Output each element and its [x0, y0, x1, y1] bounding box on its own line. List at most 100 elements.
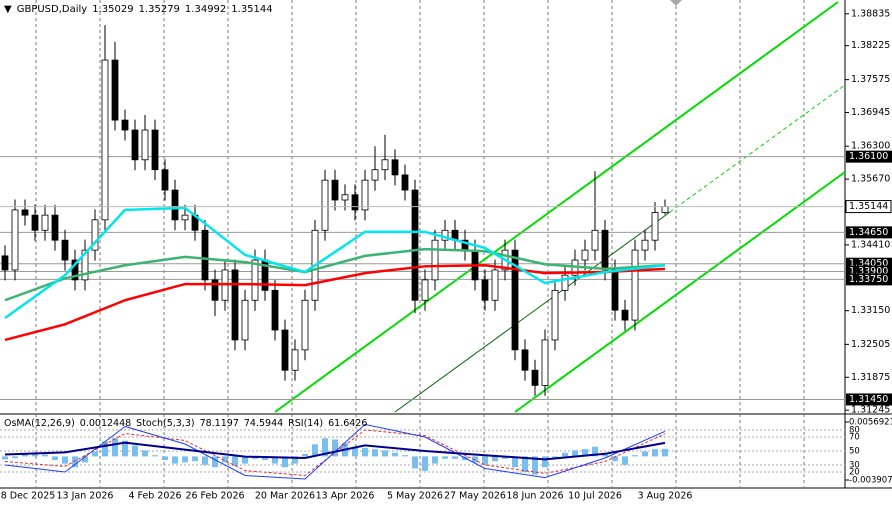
candle-body [171, 189, 179, 221]
level-label-bg [846, 226, 892, 239]
osma-bar [372, 449, 378, 457]
candle-body [241, 299, 249, 341]
candle-body [511, 249, 519, 351]
osma-bar [62, 456, 68, 464]
candle-body [1, 255, 9, 271]
osc-tick-label: 30 [849, 461, 860, 471]
osma-bar [162, 456, 168, 461]
candle-body [31, 214, 39, 231]
candle-body [541, 339, 549, 386]
candle-body [11, 209, 19, 271]
candle-body [391, 159, 399, 176]
osma-bar [442, 456, 448, 459]
osma-bar [492, 456, 498, 462]
y-tick-label: 1.38835 [851, 8, 890, 19]
stoch-name: Stoch(5,3,3) [136, 418, 195, 429]
osma-bar [122, 440, 128, 457]
candle-body [431, 239, 439, 281]
candle-body [201, 229, 209, 281]
level-label: 1.33750 [849, 274, 888, 285]
y-tick-label: 1.34410 [851, 239, 890, 250]
osma-bar [572, 450, 578, 457]
moving-average [4, 247, 666, 302]
osma-bar [432, 456, 438, 464]
osc-tick-label: 70 [849, 433, 860, 443]
last-open: 1.35029 [92, 4, 134, 15]
osma-bar [42, 454, 48, 457]
osma-bar [512, 456, 518, 468]
level-label: 1.36100 [849, 151, 888, 162]
channel-middle [394, 211, 671, 413]
level-label: 1.34650 [849, 227, 888, 238]
channel-lower [514, 171, 846, 413]
candle-body [641, 239, 649, 251]
osma-bar [132, 445, 138, 457]
chart-title: GBPUSD,Daily [16, 4, 88, 15]
osma-bar [312, 444, 318, 457]
osma-bar [482, 456, 488, 465]
osma-bar [362, 447, 368, 457]
candle-body [341, 194, 349, 201]
osma-bar [582, 449, 588, 457]
candle-body [411, 189, 419, 301]
candle-body [381, 159, 389, 171]
osma-bar [102, 441, 108, 457]
osma-bar [392, 452, 398, 457]
osma-bar [112, 438, 118, 457]
stoch-main-value: 78.1197 [199, 418, 239, 429]
x-tick-label: 20 Mar 2026 [255, 491, 315, 502]
candle-body [71, 259, 79, 281]
level-label: 1.33900 [849, 266, 888, 277]
osma-bar [412, 456, 418, 469]
candle-body [211, 279, 219, 301]
osma-tick-label: 0.0056921 [849, 418, 892, 428]
osma-bar [622, 456, 628, 465]
osma-bar [282, 456, 288, 468]
shift-marker [670, 0, 682, 6]
osma-bar [662, 448, 668, 457]
osma-bar [142, 450, 148, 457]
candle-body [621, 309, 629, 321]
candle-body [131, 129, 139, 161]
candle-body [421, 279, 429, 301]
x-tick-label: 27 May 2026 [444, 491, 506, 502]
osma-bar [652, 449, 658, 457]
candle-body [651, 212, 659, 241]
osma-bar [302, 453, 308, 457]
candle-body [521, 349, 529, 371]
osma-name: OsMA(12,26,9) [4, 418, 75, 429]
osma-bar [542, 456, 548, 468]
osma-bar [82, 456, 88, 463]
candle-body [361, 179, 369, 211]
moving-average [4, 264, 666, 342]
candle-body [611, 269, 619, 311]
candle-body [631, 249, 639, 321]
y-tick-label: 1.31245 [851, 405, 890, 416]
osma-bar [242, 456, 248, 464]
x-tick-label: 13 Apr 2026 [316, 491, 375, 502]
osma-bar [422, 456, 428, 471]
osma-bar [12, 456, 18, 459]
osma-bar [262, 456, 268, 461]
rsi-name: RSI(14) [288, 418, 324, 429]
x-tick-label: 13 Jan 2026 [57, 491, 114, 502]
candle-body [551, 289, 559, 341]
candle-body [281, 329, 289, 371]
candle-body [321, 179, 329, 231]
candle-body [661, 206, 669, 213]
y-tick-label: 1.36945 [851, 107, 890, 118]
osma-bar [272, 456, 278, 464]
level-label-bg [846, 393, 892, 406]
candle-body [41, 214, 49, 231]
candle-body [271, 289, 279, 331]
candle-body [181, 214, 189, 221]
osma-bar [332, 439, 338, 457]
x-tick-label: 26 Feb 2026 [185, 491, 244, 502]
osma-bar [212, 456, 218, 468]
candle-body [21, 209, 29, 216]
symbol-icon: ▼ [4, 4, 12, 15]
osma-bar [152, 455, 158, 457]
osma-bar [222, 456, 228, 463]
